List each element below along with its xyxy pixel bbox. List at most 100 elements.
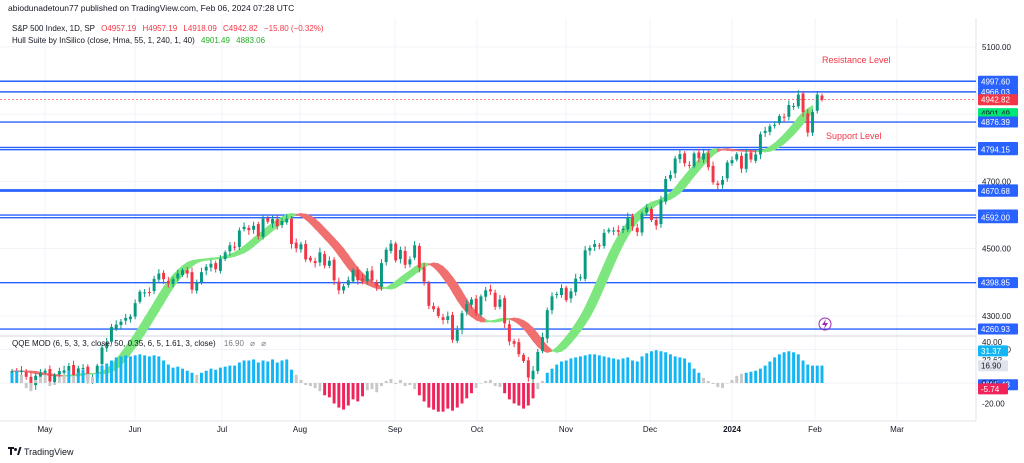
hull-segment [513,317,520,326]
hull-segment [342,247,349,270]
candle-body [806,113,810,133]
candle-body [29,376,33,387]
qqe-bar [763,365,767,383]
qqe-bar [200,372,203,383]
candle-body [702,153,706,160]
qqe-marker-text: 31.37 [981,347,1002,356]
candle [351,268,355,284]
qqe-bar [687,362,691,383]
qqe-bar [820,365,824,383]
hull-segment [783,127,790,145]
candle-body [441,317,445,320]
candle-body [105,342,109,349]
candle [735,152,739,162]
hull-segment [314,217,321,235]
candle-body [413,245,417,258]
candle-body [432,306,436,310]
hull-segment [447,269,454,294]
candle-body [394,243,398,261]
hull-segment [736,149,743,152]
candle [635,223,639,237]
candle [777,114,781,126]
candle [365,268,369,285]
candle [48,365,52,385]
hull-segment [404,269,411,283]
candle [308,255,312,263]
qqe-bar [432,383,436,410]
candle [72,360,76,378]
candle [631,213,634,231]
candle-body [356,269,360,281]
qqe-bar [100,365,104,383]
time-axis[interactable]: May Jun Jul Aug Sep Oct Nov Dec 2024 Feb Mar [37,425,904,434]
candle [645,203,649,216]
candle-body [185,270,189,274]
candle-body [100,347,104,365]
candle-body [673,158,677,174]
candle-body [597,245,601,247]
qqe-bar [697,372,701,383]
qqe-bar [593,354,597,383]
hull-segment [172,268,179,290]
hull-segment [792,115,799,137]
qqe-bar [413,383,417,390]
candle-body [147,292,151,294]
qqe-bar [588,354,592,383]
tradingview-logo[interactable]: TradingView [8,446,74,457]
candle-body [110,327,113,342]
candle [730,156,734,166]
hull-segment [200,258,207,262]
lightning-icon[interactable] [818,317,832,331]
support-resistance-levels [0,80,976,330]
candle-body [512,341,516,344]
qqe-bar [526,383,530,406]
candle-body [678,154,682,160]
candle-body [361,278,364,281]
candle-body [398,249,402,260]
candle [427,280,431,310]
candle-body [683,153,687,164]
qqe-bar [578,356,582,383]
candle [740,152,743,173]
candle [318,247,322,267]
candle [687,161,691,169]
hull-segment [598,264,605,298]
candle [811,109,814,136]
qqe-bar [91,376,94,383]
qqe-bar [313,383,317,389]
hull-segment [527,322,534,343]
qqe-bar [20,374,23,383]
candle-body [446,316,450,320]
qqe-bar [157,356,161,383]
qqe-bar [721,383,724,389]
qqe-bar [422,383,426,402]
candle-body [801,93,805,113]
candle-body [659,200,663,225]
hull-segment [290,213,297,219]
qqe-bar [465,383,469,399]
qqe-bar [181,368,184,383]
qqe-bar [758,368,762,383]
candle-body [95,365,99,378]
candle [668,170,672,182]
candle [342,283,346,294]
candle [200,267,203,285]
hull-segment [456,281,463,309]
price-label-level: 4260.93 [978,323,1018,335]
hull-segment [319,221,326,240]
hull-value-2: 4883.06 [236,36,265,45]
price-label-text: 4966.03 [981,88,1010,97]
qqe-bar [124,355,128,383]
candle-body [650,208,653,221]
hull-segment [617,226,624,255]
qqe-bar [659,351,663,383]
qqe-bar [560,361,563,383]
price-label-last: 4942.82 [978,94,1018,106]
resistance-level-label: Resistance Level [822,55,891,65]
candle [545,307,549,344]
hull-segment [144,308,150,336]
price-label-text: 4670.68 [981,187,1010,196]
qqe-bar [545,372,549,383]
